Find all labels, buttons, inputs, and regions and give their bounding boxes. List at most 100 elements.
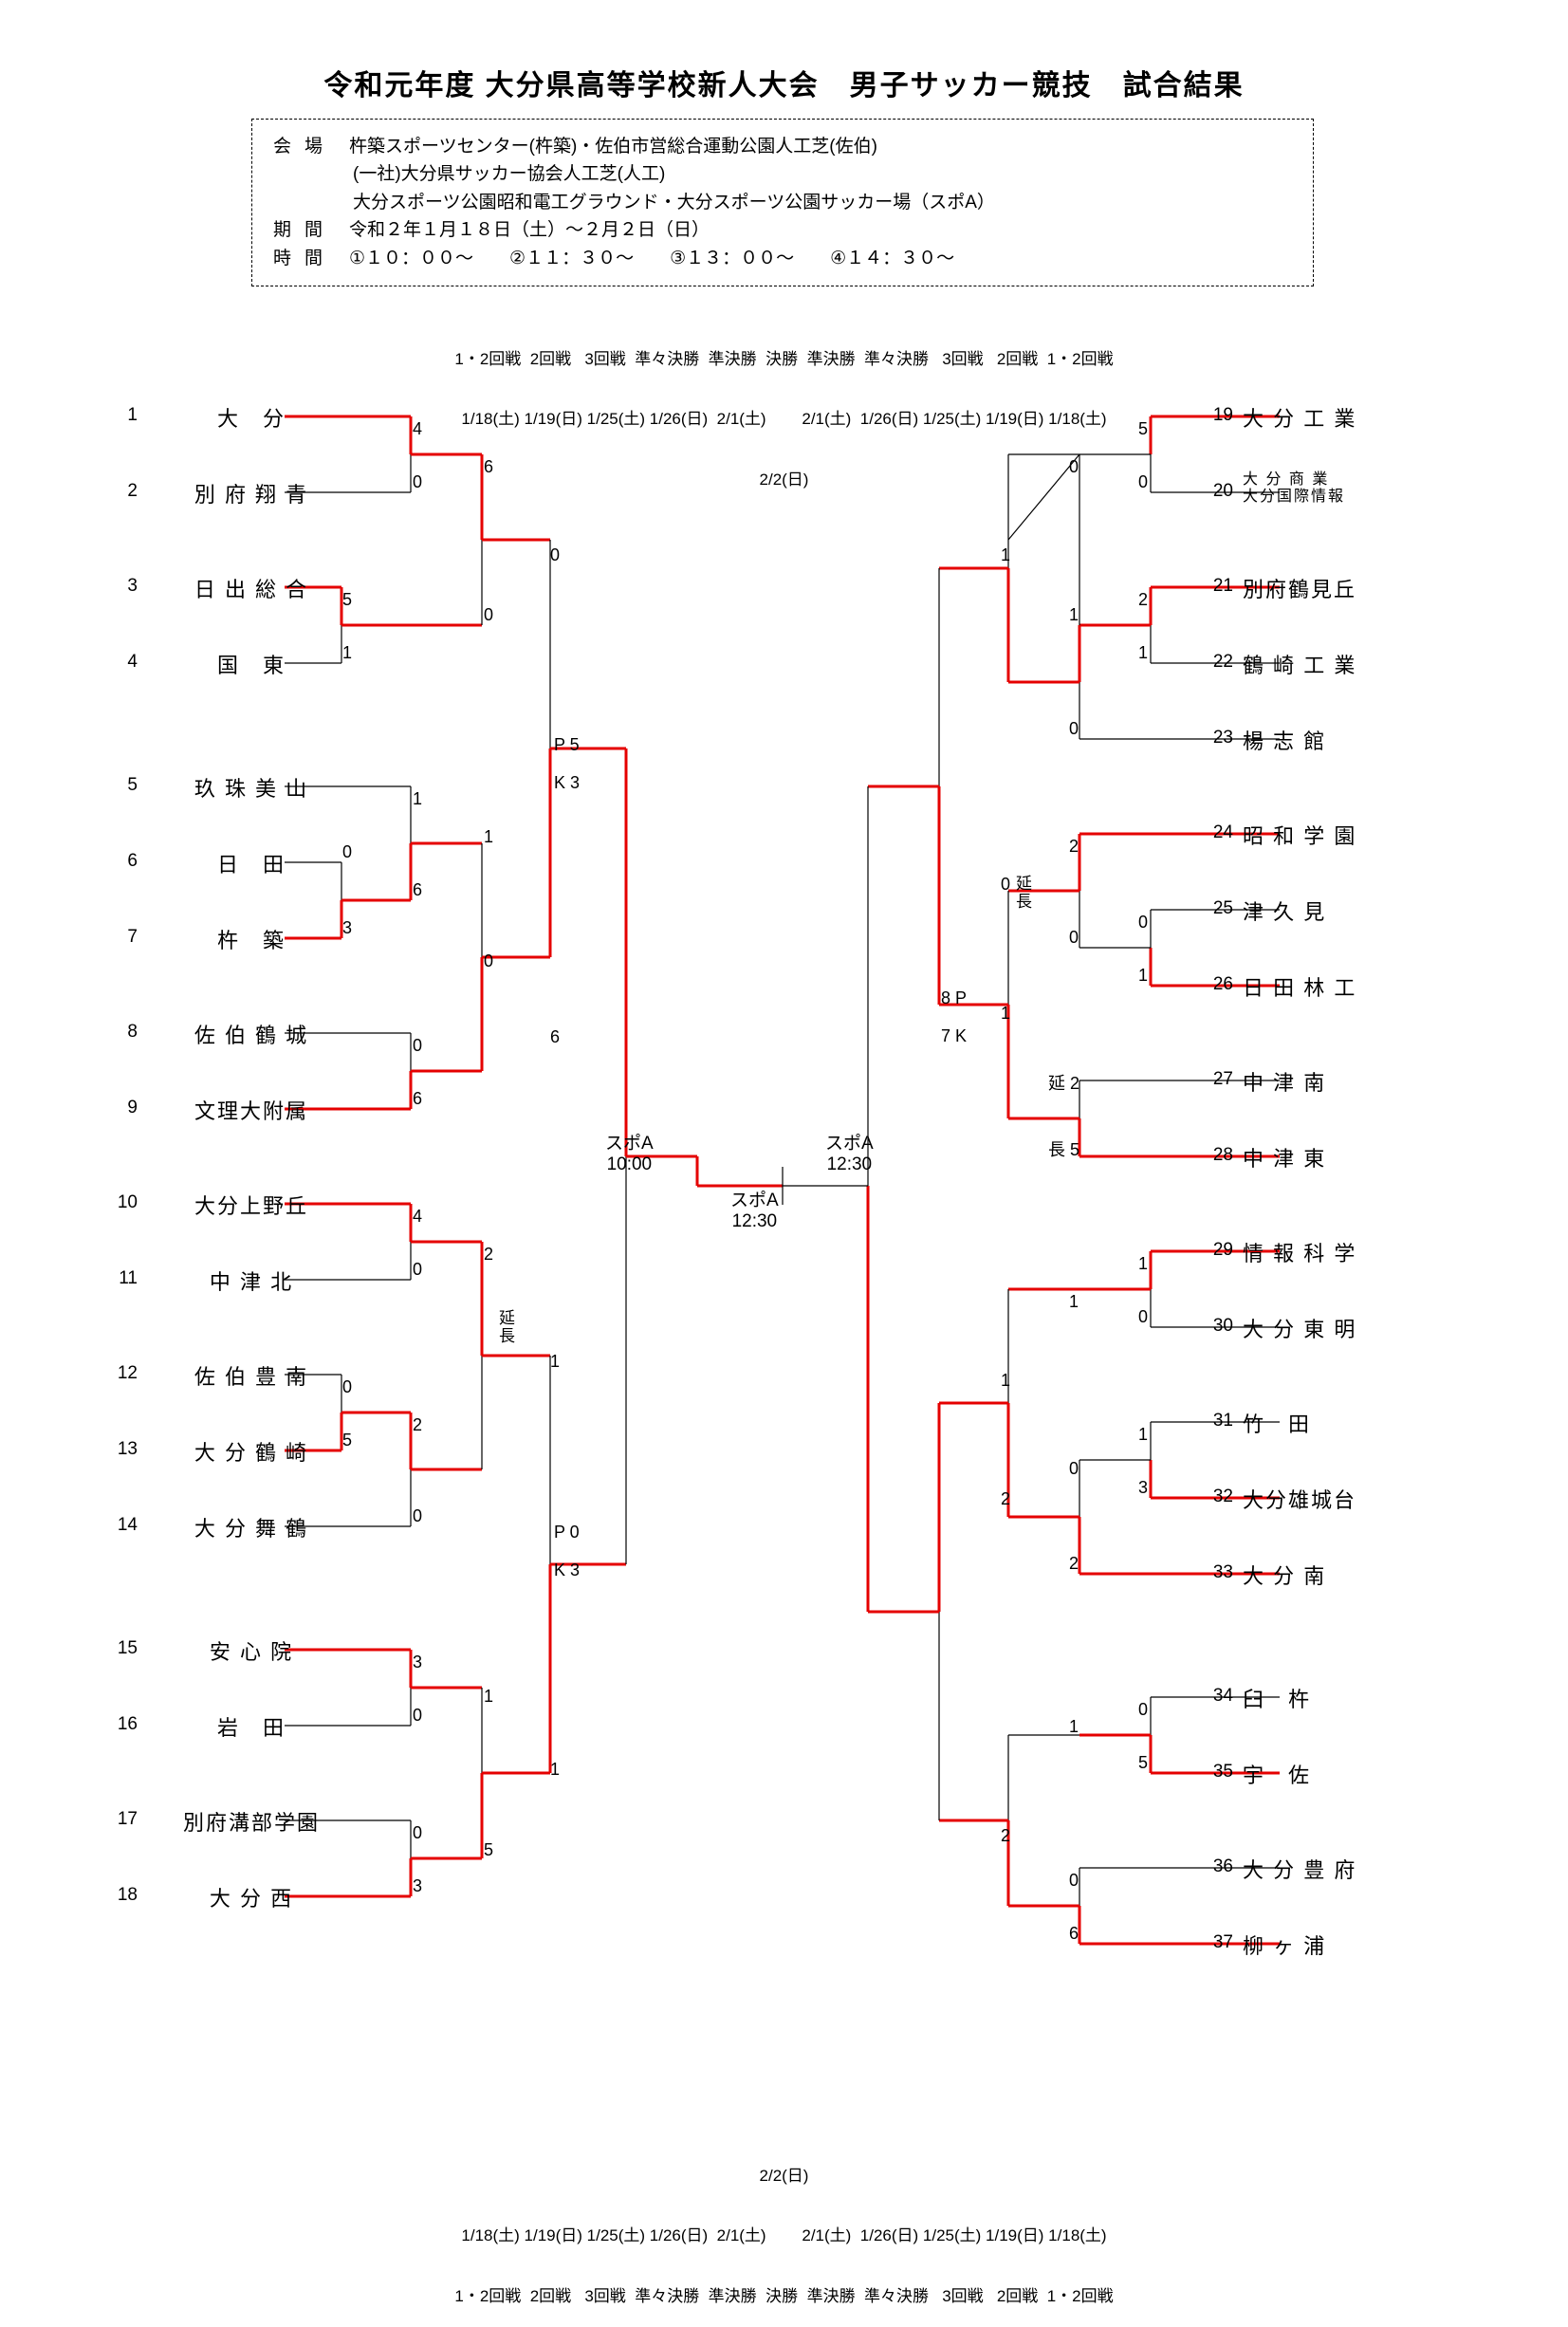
- score: 0: [484, 951, 493, 971]
- team-right: 中 津 南: [1243, 1066, 1489, 1097]
- team-right: 大分雄城台: [1243, 1484, 1489, 1514]
- team-left: 大 分 鶴 崎: [128, 1436, 375, 1467]
- score: 1: [1069, 1717, 1079, 1737]
- score: 0: [1069, 1459, 1079, 1479]
- score: 0: [413, 1260, 422, 1280]
- team-left: 日 出 総 合: [128, 573, 375, 603]
- score: 0: [413, 1706, 422, 1726]
- seed-right: 35: [1195, 1762, 1233, 1782]
- extra-time-label: 延長: [493, 1309, 517, 1345]
- time-label: 時間: [273, 245, 349, 272]
- info-box: 会場杵築スポーツセンター(杵築)・佐伯市営総合運動公園人工芝(佐伯) (一社)大…: [251, 119, 1314, 286]
- seed-right: 20: [1195, 481, 1233, 502]
- score: 延 2: [1048, 1070, 1079, 1095]
- seed-right: 31: [1195, 1411, 1233, 1431]
- score: 1: [1069, 1292, 1079, 1312]
- period-label: 期間: [273, 216, 349, 244]
- seed-right: 37: [1195, 1932, 1233, 1953]
- score: 1: [484, 1687, 493, 1707]
- final-label: スポA 12:30: [730, 1186, 779, 1232]
- score: 0: [1001, 875, 1010, 895]
- rounds-f3: 1・2回戦 2回戦 3回戦 準々決勝 準決勝 決勝 準決勝 準々決勝 3回戦 2…: [0, 2286, 1568, 2306]
- seed-right: 33: [1195, 1562, 1233, 1583]
- score: 0: [413, 1823, 422, 1843]
- score: 0: [1069, 928, 1079, 948]
- score: 2: [1069, 837, 1079, 857]
- team-right: 津 久 見: [1243, 896, 1489, 926]
- score: 1: [1069, 605, 1079, 625]
- score: 2: [484, 1245, 493, 1265]
- score: 3: [413, 1653, 422, 1672]
- score: 3: [1138, 1478, 1148, 1498]
- seed-right: 30: [1195, 1316, 1233, 1337]
- team-left: 岩 田: [128, 1711, 375, 1742]
- venue-label: 会場: [273, 133, 349, 160]
- score: 0: [413, 1036, 422, 1056]
- team-right: 宇 佐: [1243, 1759, 1489, 1789]
- score: 2: [1069, 1554, 1079, 1574]
- team-right: 大 分 豊 府: [1243, 1854, 1489, 1884]
- rounds-f1: 2/2(日): [0, 2166, 1568, 2186]
- extra-time-label: 延長: [1010, 875, 1034, 911]
- venue-1: 杵築スポーツセンター(杵築)・佐伯市営総合運動公園人工芝(佐伯): [349, 137, 877, 157]
- seed-right: 29: [1195, 1240, 1233, 1261]
- score: 6: [484, 457, 493, 477]
- score: 2: [1138, 590, 1148, 610]
- team-left: 中 津 北: [128, 1265, 375, 1296]
- semi-right-label: スポA 12:30: [825, 1129, 874, 1175]
- score: P 0: [554, 1523, 580, 1542]
- team-left: 杵 築: [128, 924, 375, 954]
- team-left: 大 分: [128, 402, 375, 433]
- rounds-footer: 2/2(日) 1/18(土) 1/19(日) 1/25(土) 1/26(日) 2…: [0, 2125, 1568, 2327]
- seed-right: 19: [1195, 405, 1233, 426]
- score: 1: [484, 827, 493, 847]
- team-left: 大分上野丘: [128, 1190, 375, 1220]
- team-left: 文理大附属: [128, 1095, 375, 1125]
- seed-right: 34: [1195, 1686, 1233, 1707]
- score: K 3: [554, 773, 580, 793]
- seed-right: 26: [1195, 974, 1233, 995]
- score: 0: [484, 605, 493, 625]
- score: 1: [1138, 1254, 1148, 1274]
- rounds-f2: 1/18(土) 1/19(日) 1/25(土) 1/26(日) 2/1(土) 2…: [0, 2225, 1568, 2245]
- seed-right: 22: [1195, 652, 1233, 673]
- team-right: 臼 杵: [1243, 1683, 1489, 1713]
- score: 4: [413, 1207, 422, 1227]
- score: 0: [1069, 1871, 1079, 1891]
- score: 3: [342, 918, 352, 938]
- score: 0: [550, 545, 560, 565]
- score: 1: [1138, 1425, 1148, 1445]
- team-left: 国 東: [128, 649, 375, 679]
- team-left: 佐 伯 豊 南: [128, 1360, 375, 1391]
- team-left: 大 分 西: [128, 1882, 375, 1912]
- score: 0: [1138, 472, 1148, 492]
- team-left: 日 田: [128, 848, 375, 878]
- score: 6: [413, 880, 422, 900]
- page-title: 令和元年度 大分県高等学校新人大会 男子サッカー競技 試合結果: [0, 62, 1568, 103]
- team-right: 柳 ヶ 浦: [1243, 1930, 1489, 1960]
- team-left: 別府溝部学園: [128, 1806, 375, 1837]
- score: 5: [342, 1431, 352, 1450]
- team-right: 鶴 崎 工 業: [1243, 649, 1489, 679]
- team-right: 昭 和 学 園: [1243, 820, 1489, 850]
- score: 0: [1138, 1307, 1148, 1327]
- score: 1: [342, 643, 352, 663]
- seed-right: 21: [1195, 576, 1233, 597]
- score: 6: [413, 1089, 422, 1109]
- seed-right: 25: [1195, 898, 1233, 919]
- seed-right: 24: [1195, 822, 1233, 843]
- team-right: 大 分 工 業: [1243, 402, 1489, 433]
- team-right: 大 分 東 明: [1243, 1313, 1489, 1343]
- score: 1: [550, 1760, 560, 1780]
- team-left: 別 府 翔 青: [128, 478, 375, 508]
- score: 0: [1138, 1700, 1148, 1720]
- score: 0: [1138, 913, 1148, 933]
- team-left: 安 心 院: [128, 1635, 375, 1666]
- seed-right: 36: [1195, 1856, 1233, 1877]
- score: K 3: [554, 1561, 580, 1580]
- seed-right: 28: [1195, 1145, 1233, 1166]
- team-left: 佐 伯 鶴 城: [128, 1019, 375, 1049]
- score: P 5: [554, 735, 580, 755]
- venue-2: (一社)大分県サッカー協会人工芝(人工): [353, 164, 665, 184]
- bracket: 1大 分2別 府 翔 青3日 出 総 合4国 東5玖 珠 美 山6日 田7杵 築…: [0, 360, 1568, 2115]
